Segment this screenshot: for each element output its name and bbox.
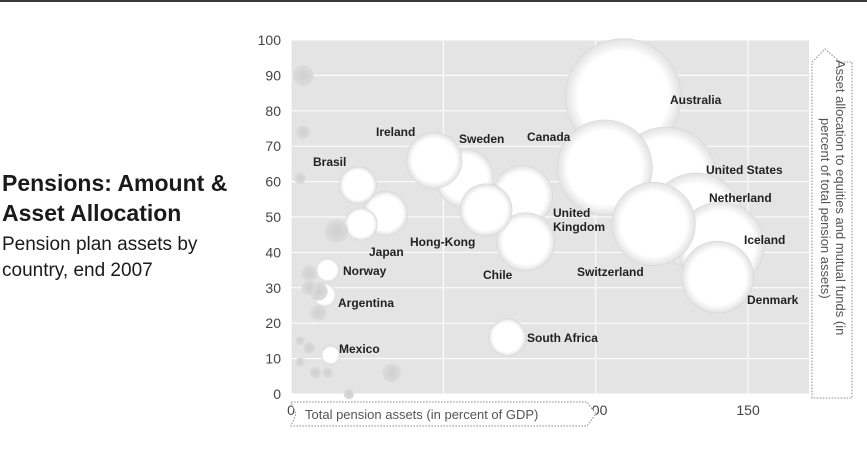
label-united-states: United States [706, 163, 783, 177]
x-axis-label-text: Total pension assets (in percent of GDP) [305, 407, 538, 422]
bubble-hong-kong [459, 183, 513, 237]
x-axis-label: Total pension assets (in percent of GDP) [290, 401, 597, 427]
y-tick-label: 70 [265, 138, 281, 154]
country-labels: Australia United States Canada Netherland Ic… [313, 93, 799, 356]
bubble-unlabeled-5 [301, 265, 318, 282]
bubble-unlabeled-4 [325, 219, 349, 243]
x-tick-label: 0 [287, 402, 295, 418]
bubble-chile [496, 212, 555, 272]
x-tick-label: 150 [736, 402, 760, 418]
top-rule [0, 0, 867, 2]
bubble-unlabeled-3 [294, 172, 306, 184]
label-ireland: Ireland [376, 125, 415, 139]
label-south-africa: South Africa [527, 331, 598, 345]
y-tick-label: 40 [265, 244, 281, 260]
label-chile: Chile [483, 268, 513, 282]
label-norway: Norway [343, 264, 387, 278]
label-mexico: Mexico [339, 342, 380, 356]
y-tick-label: 0 [273, 386, 281, 402]
label-australia: Australia [670, 93, 722, 107]
bubble-unlabeled-11 [295, 357, 305, 367]
y-axis-label-line-1: Asset allocation to equities and mutual … [833, 60, 848, 335]
label-hong-kong: Hong-Kong [410, 235, 475, 249]
bubble-unlabeled-9 [295, 336, 305, 346]
label-united-kingdom: United Kingdom [553, 206, 605, 234]
y-tick-label: 80 [265, 103, 281, 119]
chart-subtitle: Pension plan assets by country, end 2007 [2, 234, 198, 281]
bubble-unlabeled-1 [292, 64, 314, 86]
y-tick-label: 60 [265, 174, 281, 190]
y-axis-label: Asset allocation to equities and mutual … [811, 48, 853, 399]
label-argentina: Argentina [338, 296, 394, 310]
bubble-unlabeled-10 [303, 342, 316, 354]
bubble-mexico [321, 345, 341, 365]
y-tick-label: 90 [265, 67, 281, 83]
bubble-unlabeled-12 [309, 366, 322, 379]
bubble-unlabeled-2 [296, 125, 311, 139]
label-canada: Canada [527, 130, 571, 144]
bubble-denmark [681, 240, 754, 314]
bubbles [292, 38, 765, 400]
label-brasil: Brasil [313, 155, 346, 169]
label-denmark: Denmark [747, 293, 799, 307]
y-axis-ticks: 0 10 20 30 40 50 60 70 80 90 100 [258, 32, 282, 402]
chart-title: Pensions: Amount & Asset Allocation [2, 170, 228, 226]
y-tick-label: 20 [265, 315, 281, 331]
bubble-norway [315, 258, 340, 283]
bubble-unlabeled-13 [322, 367, 333, 378]
bubble-unlabeled-15 [343, 388, 355, 400]
bubble-switzerland [611, 182, 696, 267]
label-sweden: Sweden [459, 132, 504, 146]
title-block: Pensions: Amount & Asset Allocation Pens… [2, 168, 242, 284]
bubble-south-africa [488, 318, 527, 357]
y-tick-label: 50 [265, 209, 281, 225]
bubble-unlabeled-6 [301, 280, 317, 296]
bubble-unlabeled-8 [310, 304, 327, 321]
bubble-unlabeled-14 [382, 363, 401, 383]
y-axis-label-line-2: percent of total pension assets) [818, 118, 833, 299]
label-netherland: Netherland [709, 191, 772, 205]
label-iceland: Iceland [744, 233, 785, 247]
y-tick-label: 100 [258, 32, 282, 48]
bubble-ireland [406, 132, 463, 189]
bubble-japan-small- [344, 207, 378, 241]
label-switzerland: Switzerland [577, 265, 644, 279]
label-japan: Japan [369, 245, 404, 259]
y-tick-label: 10 [265, 351, 281, 367]
y-tick-label: 30 [265, 280, 281, 296]
bubble-brasil [339, 166, 377, 205]
